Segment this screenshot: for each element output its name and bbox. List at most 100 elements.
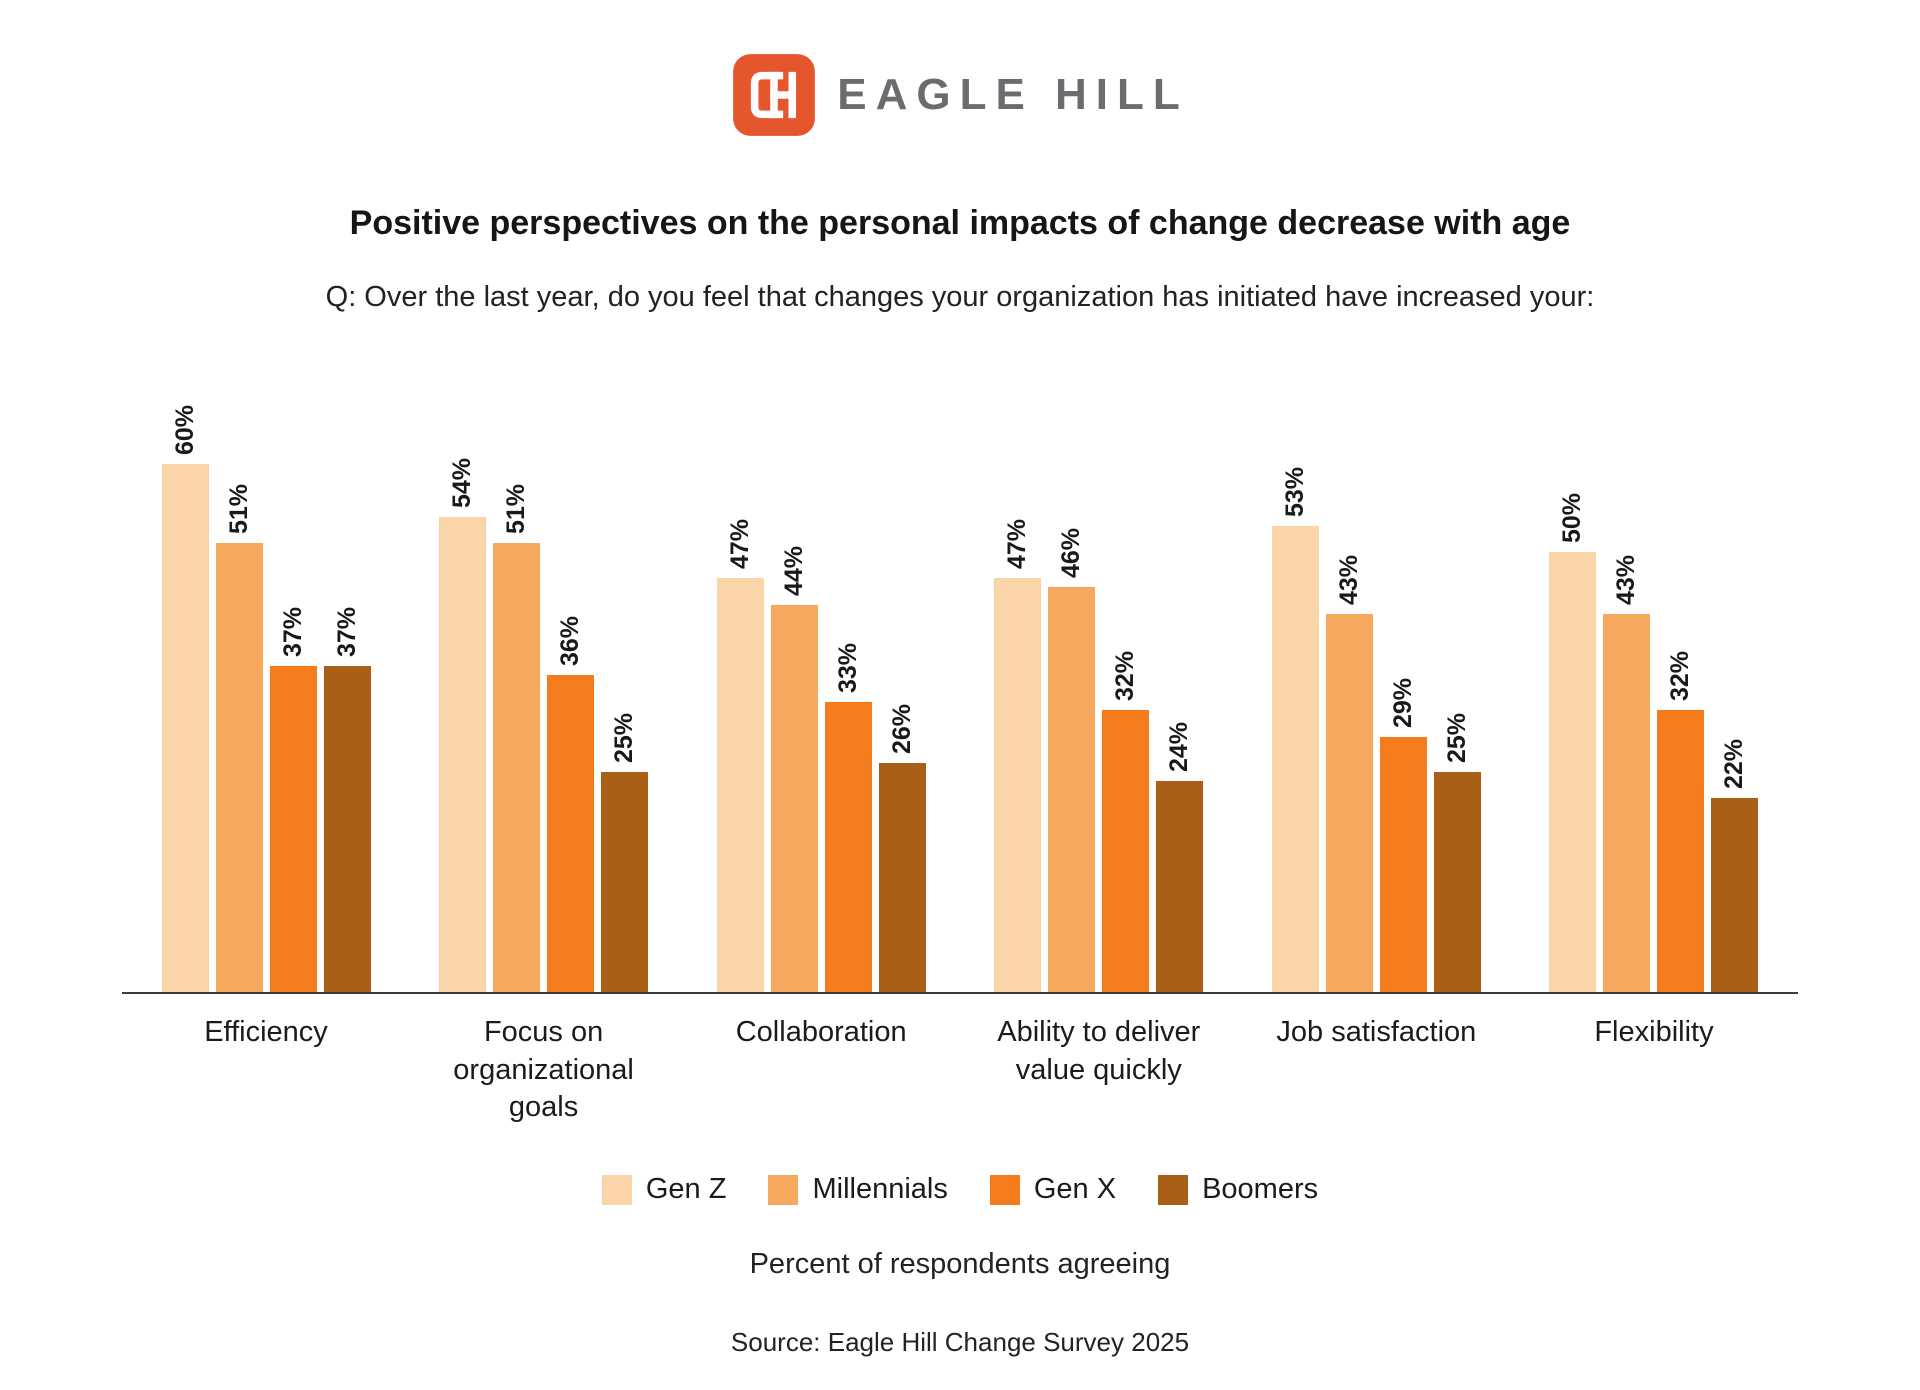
bar-gen-z bbox=[1271, 525, 1319, 992]
bar-value-label: 36% bbox=[556, 616, 585, 667]
bar-gen-x bbox=[824, 701, 872, 992]
bar-value-label: 26% bbox=[887, 704, 916, 755]
bar-value-label: 53% bbox=[1280, 466, 1309, 517]
bar-boomers bbox=[1433, 772, 1481, 992]
category-label: Job satisfaction bbox=[1276, 1016, 1477, 1048]
bar-column: 53% bbox=[1271, 466, 1319, 992]
category-cell: 47% 44% 33% 26% Collaboration bbox=[695, 372, 947, 1127]
legend-swatch bbox=[1158, 1174, 1189, 1205]
bar-column: 51% bbox=[493, 484, 541, 992]
legend-item-millennials: Millennials bbox=[768, 1173, 948, 1206]
category-label: Focus on organizational goals bbox=[453, 1016, 634, 1124]
bar-column: 47% bbox=[716, 519, 764, 992]
bar-millennials bbox=[215, 543, 263, 992]
bar-value-label: 37% bbox=[278, 607, 307, 658]
legend-label: Gen Z bbox=[645, 1173, 727, 1206]
category-label: Efficiency bbox=[204, 1016, 328, 1048]
bar-value-label: 51% bbox=[224, 484, 253, 535]
plot-area: 60% 51% 37% 37% Efficiency 54% 51% 36% 25% Focus … bbox=[140, 372, 1780, 1127]
bar-value-label: 46% bbox=[1057, 528, 1086, 579]
bar-gen-x bbox=[547, 675, 595, 992]
bar-gen-x bbox=[269, 666, 317, 992]
bar-value-label: 32% bbox=[1666, 651, 1695, 702]
category-cell: 60% 51% 37% 37% Efficiency bbox=[140, 372, 392, 1127]
bar-column: 29% bbox=[1379, 677, 1427, 992]
eagle-hill-monogram-icon bbox=[733, 54, 816, 136]
legend-label: Gen X bbox=[1033, 1173, 1117, 1206]
bar-column: 32% bbox=[1657, 651, 1705, 992]
bar-column: 46% bbox=[1048, 528, 1096, 992]
bar-column: 51% bbox=[215, 484, 263, 992]
bar-column: 60% bbox=[161, 404, 209, 992]
bar-value-label: 22% bbox=[1720, 739, 1749, 790]
bar-gen-z bbox=[716, 578, 764, 992]
brand-name: EAGLE HILL bbox=[837, 70, 1189, 119]
bar-value-label: 50% bbox=[1558, 492, 1587, 543]
bar-gen-x bbox=[1657, 710, 1705, 992]
source-note: Source: Eagle Hill Change Survey 2025 bbox=[730, 1327, 1190, 1358]
bar-value-label: 37% bbox=[332, 607, 361, 658]
bar-value-label: 24% bbox=[1165, 721, 1194, 772]
legend-label: Millennials bbox=[812, 1173, 948, 1206]
bar-gen-x bbox=[1102, 710, 1150, 992]
bar-value-label: 54% bbox=[448, 457, 477, 508]
bar-column: 37% bbox=[269, 607, 317, 992]
bar-gen-z bbox=[439, 516, 487, 992]
bar-gen-x bbox=[1379, 736, 1427, 992]
legend-swatch bbox=[601, 1174, 632, 1205]
bar-gen-z bbox=[1549, 552, 1597, 992]
x-axis-caption: Percent of respondents agreeing bbox=[749, 1248, 1171, 1281]
bar-column: 25% bbox=[601, 712, 649, 992]
bar-value-label: 60% bbox=[170, 404, 199, 455]
bar-column: 37% bbox=[323, 607, 371, 992]
bar-millennials bbox=[1603, 613, 1651, 992]
bar-value-label: 44% bbox=[779, 545, 808, 596]
bar-group: 47% 46% 32% 24% bbox=[994, 372, 1204, 992]
legend-swatch bbox=[768, 1174, 799, 1205]
bar-column: 47% bbox=[994, 519, 1042, 992]
bar-millennials bbox=[1048, 587, 1096, 992]
category-label: Flexibility bbox=[1594, 1016, 1714, 1048]
bar-column: 32% bbox=[1102, 651, 1150, 992]
bar-boomers bbox=[878, 763, 926, 992]
bar-column: 24% bbox=[1156, 721, 1204, 992]
bar-value-label: 29% bbox=[1388, 677, 1417, 728]
bar-boomers bbox=[601, 772, 649, 992]
bar-column: 44% bbox=[770, 545, 818, 992]
bar-group: 54% 51% 36% 25% bbox=[439, 372, 649, 992]
bar-group: 60% 51% 37% 37% bbox=[161, 372, 371, 992]
category-cell: 54% 51% 36% 25% Focus on organizational goal… bbox=[418, 372, 670, 1127]
legend-label: Boomers bbox=[1202, 1173, 1319, 1206]
bar-group: 50% 43% 32% 22% bbox=[1549, 372, 1759, 992]
bar-value-label: 32% bbox=[1111, 651, 1140, 702]
category-label: Ability to deliver value quickly bbox=[997, 1016, 1201, 1086]
logo: EAGLE HILL bbox=[0, 52, 1920, 138]
bar-millennials bbox=[493, 543, 541, 992]
x-axis-line bbox=[122, 992, 1798, 994]
bar-value-label: 43% bbox=[1334, 554, 1363, 605]
bar-gen-z bbox=[161, 464, 209, 992]
category-label: Collaboration bbox=[735, 1016, 907, 1048]
bar-column: 22% bbox=[1711, 739, 1759, 992]
bar-boomers bbox=[1156, 780, 1204, 992]
chart-question-subtitle: Q: Over the last year, do you feel that … bbox=[325, 281, 1595, 313]
bar-column: 26% bbox=[878, 704, 926, 992]
category-cell: 47% 46% 32% 24% Ability to deliver value qui… bbox=[973, 372, 1225, 1127]
bar-boomers bbox=[1711, 798, 1759, 992]
bar-column: 25% bbox=[1433, 712, 1481, 992]
bar-column: 43% bbox=[1603, 554, 1651, 992]
bar-group: 47% 44% 33% 26% bbox=[716, 372, 926, 992]
legend: Gen Z Millennials Gen X Boomers bbox=[0, 1173, 1920, 1206]
bar-value-label: 25% bbox=[610, 712, 639, 763]
bar-value-label: 43% bbox=[1612, 554, 1641, 605]
bar-value-label: 25% bbox=[1442, 712, 1471, 763]
bar-column: 36% bbox=[547, 616, 595, 992]
bar-column: 33% bbox=[824, 643, 872, 992]
bar-millennials bbox=[770, 604, 818, 992]
bar-column: 50% bbox=[1549, 492, 1597, 992]
bar-gen-z bbox=[994, 578, 1042, 992]
bar-value-label: 47% bbox=[725, 519, 754, 570]
bar-group: 53% 43% 29% 25% bbox=[1271, 372, 1481, 992]
bar-column: 43% bbox=[1325, 554, 1373, 992]
bar-column: 54% bbox=[439, 457, 487, 992]
